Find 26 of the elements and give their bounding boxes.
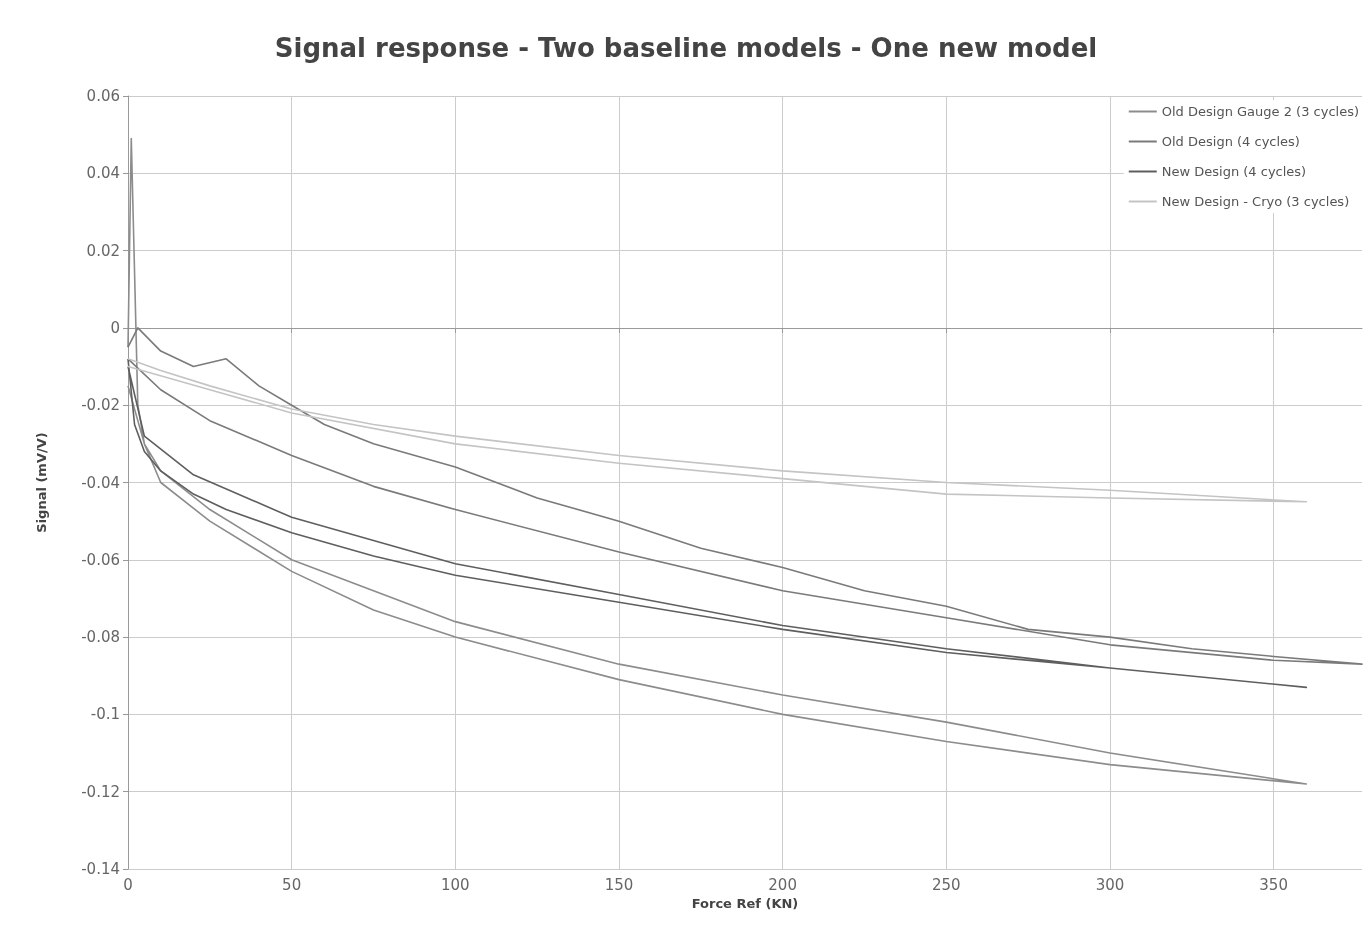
y-tick-label: -0.1: [90, 705, 120, 724]
y-tick-label: -0.14: [81, 860, 120, 878]
x-tick-label: 250: [931, 875, 961, 894]
x-tick-label: 50: [282, 875, 302, 894]
x-tick-label: 150: [604, 875, 634, 894]
x-tick-label: 0: [123, 875, 133, 894]
x-tick-label: 200: [768, 875, 797, 894]
chart-title: Signal response - Two baseline models - One new model: [274, 33, 1098, 63]
y-axis-title: Signal (mV/V): [34, 432, 49, 533]
legend-label: New Design (4 cycles): [1161, 164, 1307, 179]
y-tick-label: 0.02: [86, 241, 120, 260]
y-tick-label: 0.06: [86, 87, 120, 105]
y-tick-label: 0: [110, 318, 120, 337]
legend-label: Old Design Gauge 2 (3 cycles): [1161, 104, 1360, 119]
y-tick-label: -0.06: [81, 550, 120, 569]
y-tick-label: 0.04: [86, 164, 120, 183]
x-tick-label: 350: [1259, 875, 1288, 894]
y-tick-label: -0.12: [81, 782, 120, 801]
legend-label: Old Design (4 cycles): [1161, 134, 1300, 149]
legend-label: New Design - Cryo (3 cycles): [1161, 194, 1350, 209]
x-axis-title: Force Ref (KN): [691, 895, 799, 911]
x-tick-label: 100: [441, 875, 470, 894]
x-tick-label: 300: [1095, 875, 1125, 894]
y-tick-label: -0.04: [81, 473, 120, 492]
y-tick-label: -0.08: [81, 628, 120, 647]
y-tick-label: -0.02: [81, 396, 120, 415]
